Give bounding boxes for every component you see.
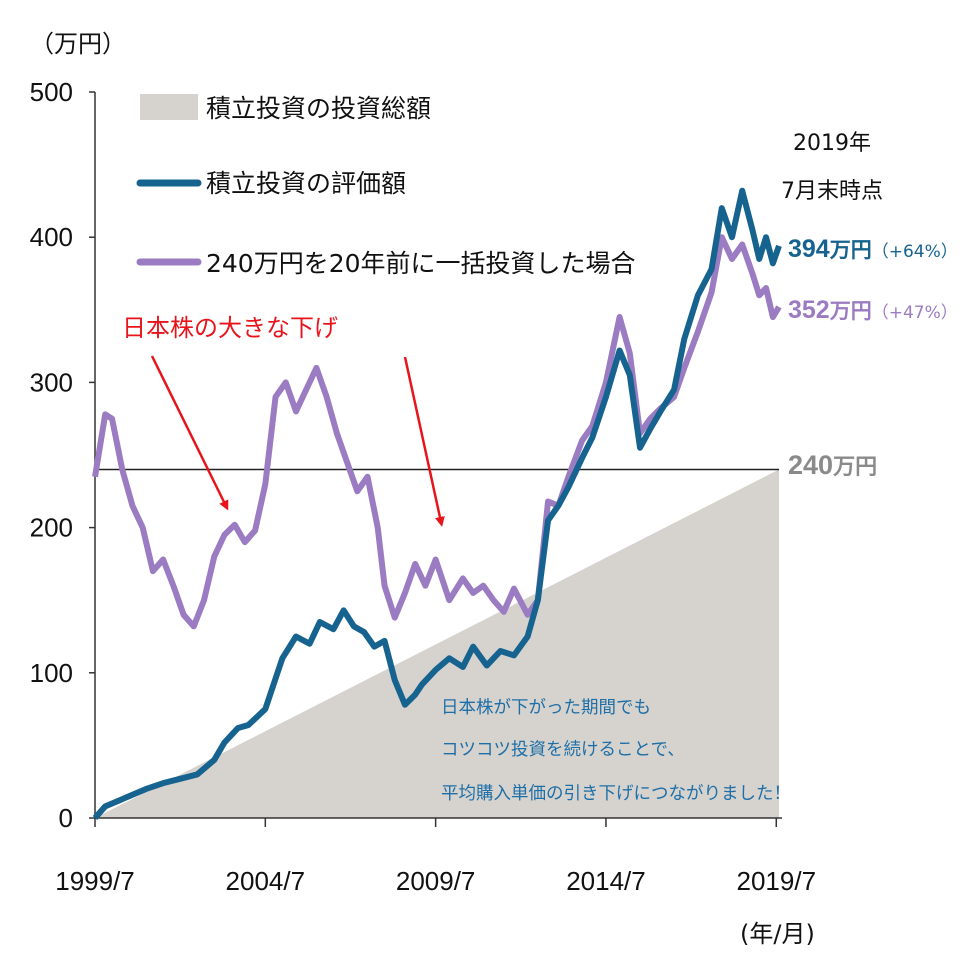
legend-label-lumpsum: 240万円を20年前に一括投資した場合 bbox=[206, 249, 636, 278]
legend-label-valuation: 積立投資の評価額 bbox=[206, 169, 406, 198]
reference-line-value: 240 bbox=[788, 450, 833, 480]
annotation-note-line-3: 平均購入単価の引き下げにつながりました！ bbox=[441, 784, 791, 804]
annotation-note-line-1: 日本株が下がった期間でも bbox=[441, 698, 651, 718]
annotation-note-line-2: コツコツ投資を続けることで、 bbox=[441, 740, 685, 760]
end-heading-date: 7月末時点 bbox=[781, 179, 883, 204]
legend: 積立投資の投資総額 積立投資の評価額 240万円を20年前に一括投資した場合 bbox=[136, 94, 636, 278]
reference-line-label: 240万円 bbox=[788, 450, 877, 480]
y-tick-label: 100 bbox=[30, 658, 73, 688]
legend-label-total-invested: 積立投資の投資総額 bbox=[206, 94, 431, 123]
x-tick-label: 1999/7 bbox=[55, 866, 135, 896]
end-valuation-value: 394 bbox=[788, 235, 830, 263]
x-tick-label: 2009/7 bbox=[396, 866, 476, 896]
annotation-arrow-left bbox=[150, 355, 229, 511]
y-tick-label: 300 bbox=[30, 367, 73, 397]
annotation-arrow-right bbox=[403, 356, 445, 527]
y-tick-label: 500 bbox=[30, 77, 73, 107]
end-lumpsum-unit: 万円 bbox=[829, 299, 872, 323]
legend-swatch-area bbox=[140, 94, 198, 120]
reference-line-unit: 万円 bbox=[832, 455, 877, 480]
end-lumpsum-pct: （+47%） bbox=[872, 303, 958, 323]
series-area-total-invested bbox=[95, 469, 779, 818]
y-axis-unit-label: （万円） bbox=[30, 30, 126, 58]
y-axis-ticks: 0 100 200 300 400 500 bbox=[30, 77, 95, 833]
end-label-valuation: 394万円（+64%） bbox=[788, 235, 958, 263]
y-tick-label: 400 bbox=[30, 222, 73, 252]
x-axis-ticks: 1999/7 2004/7 2009/7 2014/7 2019/7 bbox=[55, 818, 816, 896]
end-valuation-unit: 万円 bbox=[829, 238, 872, 262]
x-tick-label: 2019/7 bbox=[737, 866, 817, 896]
y-tick-label: 0 bbox=[59, 803, 73, 833]
end-lumpsum-value: 352 bbox=[788, 296, 830, 324]
series-line-valuation bbox=[92, 187, 782, 820]
series-line-lumpsum bbox=[92, 234, 782, 630]
end-valuation-pct: （+64%） bbox=[872, 242, 958, 262]
annotation-japan-stock-drop: 日本株の大きな下げ bbox=[122, 314, 338, 342]
y-tick-label: 200 bbox=[30, 513, 73, 543]
end-label-lumpsum: 352万円（+47%） bbox=[788, 296, 958, 324]
end-heading-year: 2019年 bbox=[793, 131, 871, 156]
x-axis-unit-label: (年/月) bbox=[740, 920, 815, 948]
x-tick-label: 2014/7 bbox=[566, 866, 646, 896]
x-tick-label: 2004/7 bbox=[226, 866, 306, 896]
